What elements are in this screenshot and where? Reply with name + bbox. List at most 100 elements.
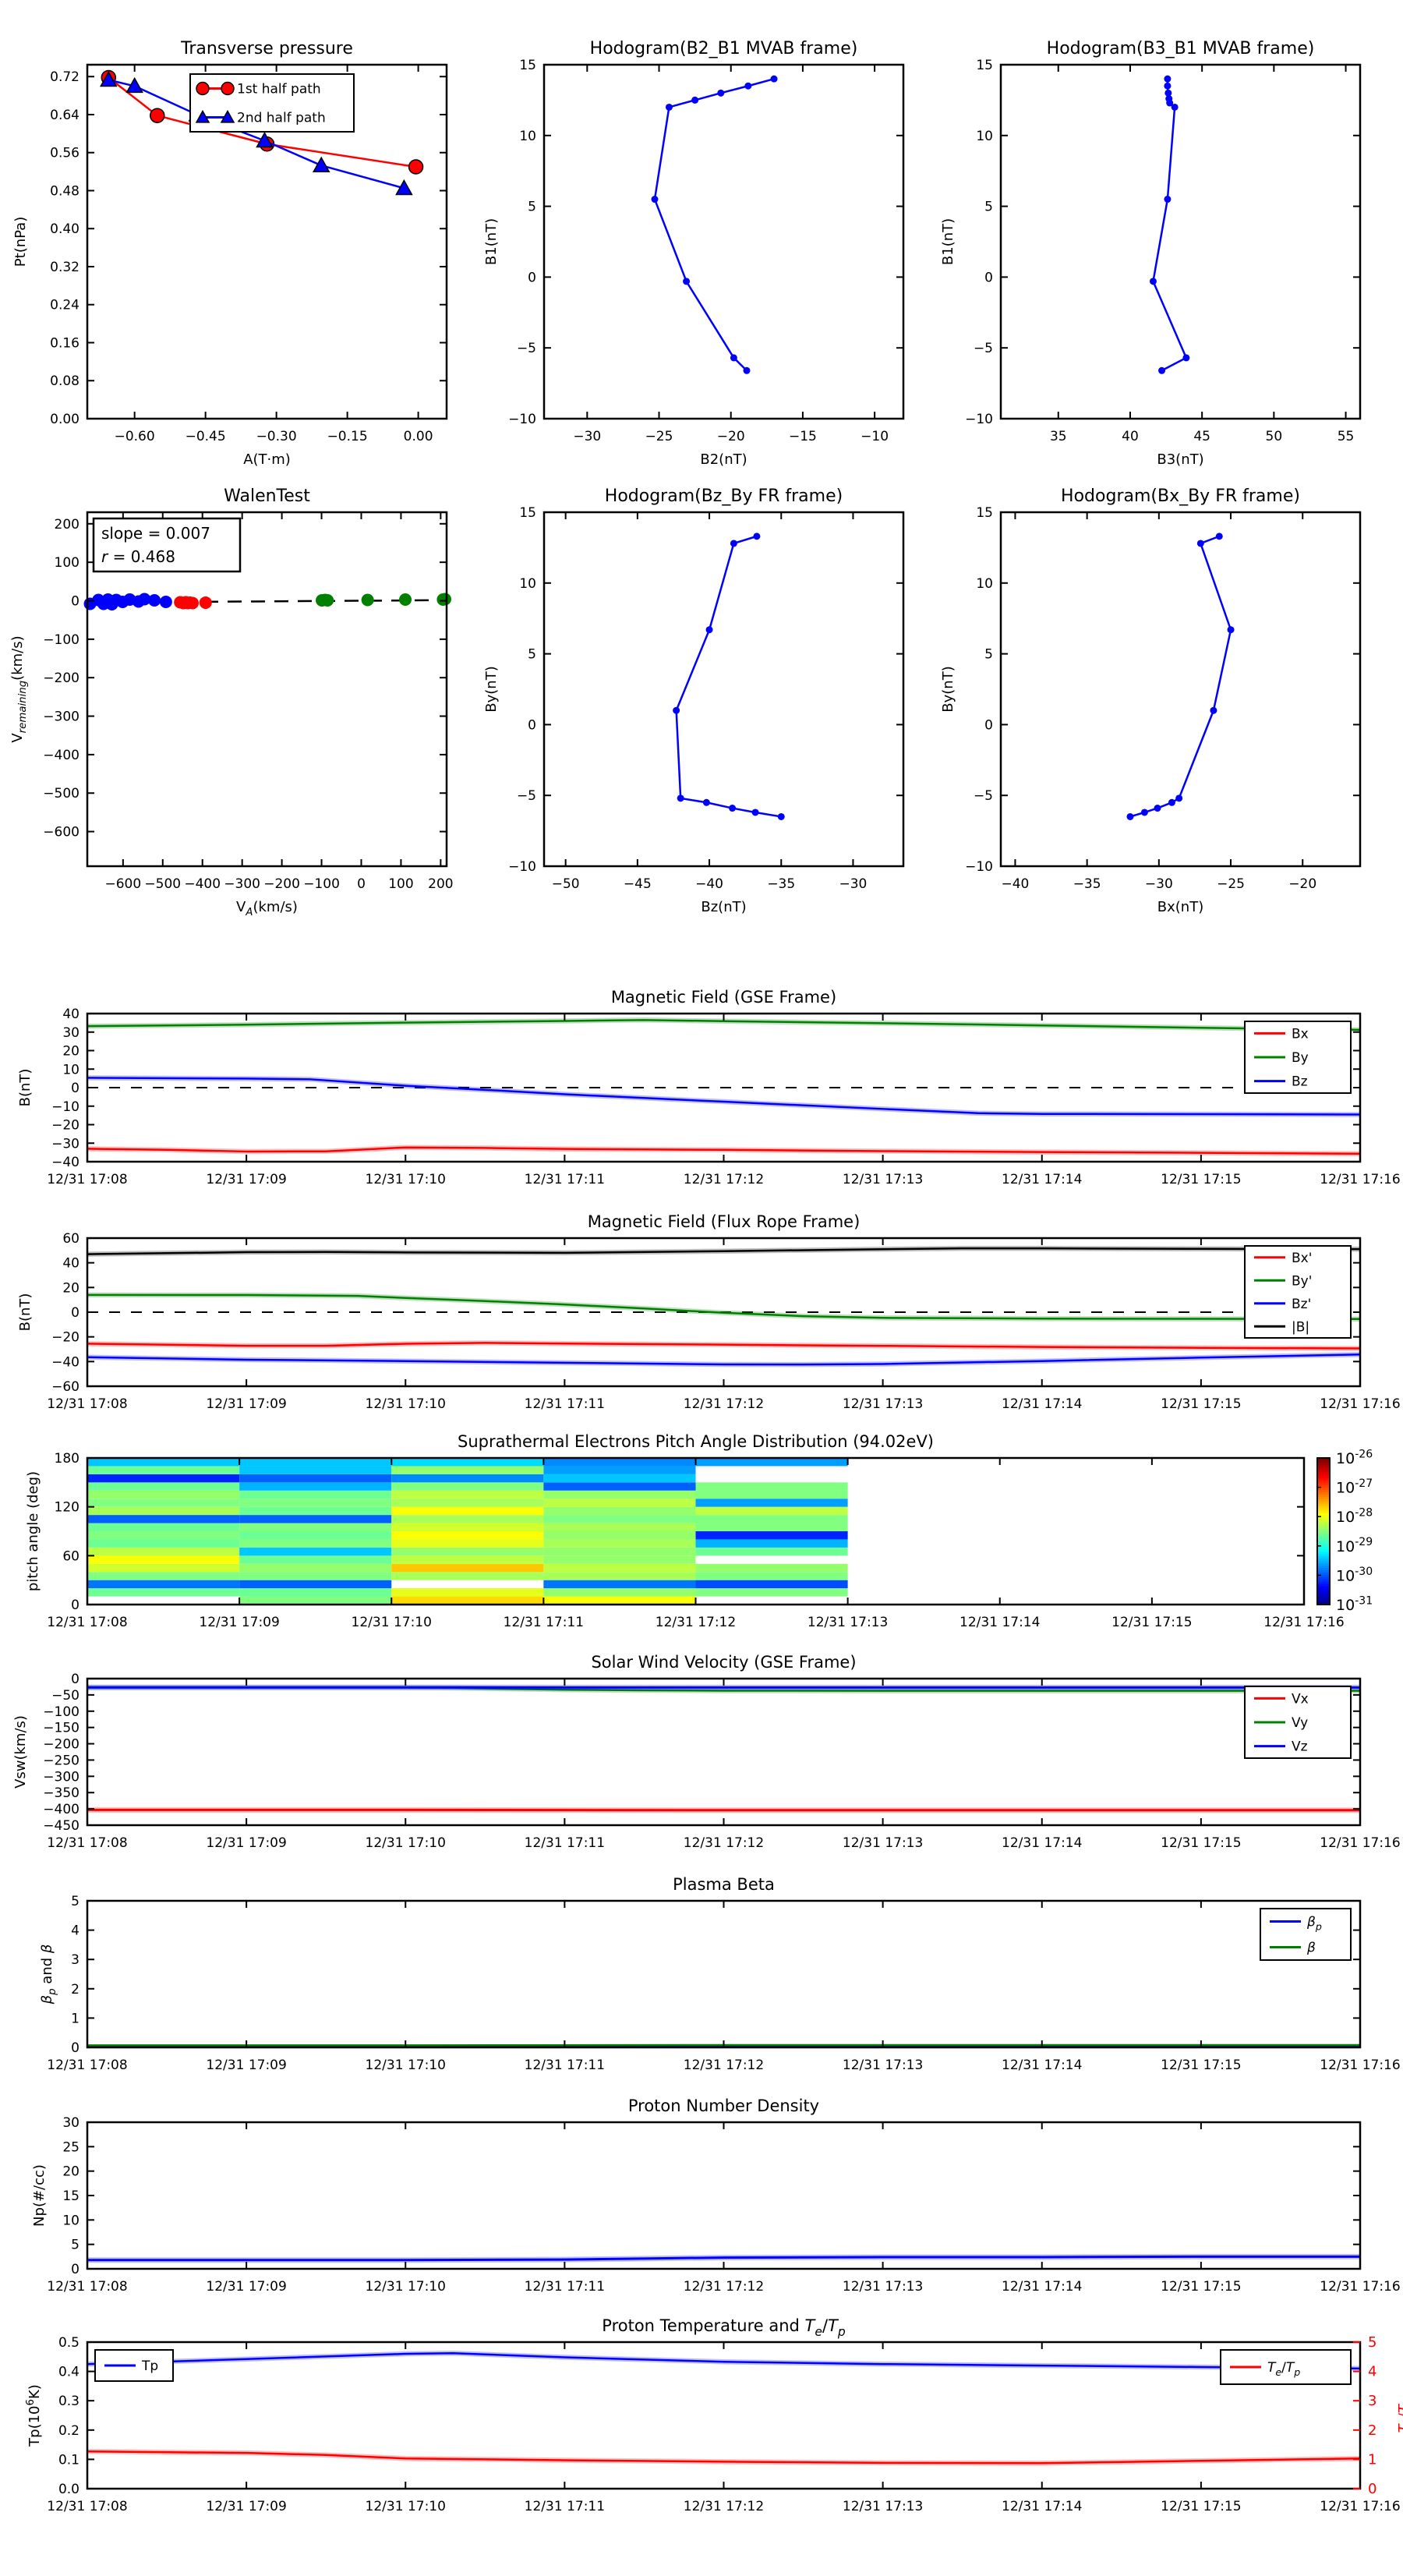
y-tick-label: 60 <box>62 1548 80 1564</box>
series-line-Bx_By <box>1130 536 1231 817</box>
x-tick-label: 12/31 17:09 <box>206 2499 286 2514</box>
y-tick-label: 0.3 <box>58 2394 80 2409</box>
y-tick-label: 0.5 <box>58 2335 80 2351</box>
heatmap-cell <box>543 1523 695 1531</box>
y-tick-label: 5 <box>71 2238 80 2253</box>
x-tick-label: 12/31 17:10 <box>366 2058 446 2073</box>
data-point-marker <box>196 83 209 95</box>
heatmap-cell <box>391 1515 543 1523</box>
y-tick-label: 0.2 <box>58 2423 80 2439</box>
heatmap-cell <box>391 1507 543 1515</box>
legend: βpβ <box>1260 1909 1351 1960</box>
x-tick-label: 200 <box>428 876 453 892</box>
x-tick-label: −30 <box>573 429 601 444</box>
plot-hodogram-bz-by: −50−45−40−35−30−10−5051015Hodogram(Bz_By… <box>483 487 903 915</box>
x-tick-label: −20 <box>717 429 745 444</box>
y-tick-label: 2 <box>71 1982 80 1997</box>
x-tick-label: 0 <box>357 876 366 892</box>
plot-title: WalenTest <box>224 487 310 506</box>
axes-frame <box>1001 512 1360 866</box>
series-halo-By' <box>87 1295 1360 1319</box>
y-tick-label: 20 <box>62 2164 80 2180</box>
heatmap-cell <box>239 1507 391 1515</box>
y-tick-label: 10 <box>62 2213 80 2228</box>
y-tick-label: −5 <box>517 341 536 356</box>
data-point-marker <box>148 594 161 607</box>
x-tick-label: 12/31 17:13 <box>843 2279 923 2295</box>
legend-item-label: Vz <box>1292 1739 1308 1755</box>
heatmap-cell <box>696 1491 848 1499</box>
y-tick-label: 0.72 <box>50 69 80 85</box>
x-tick-label: 12/31 17:16 <box>1320 1396 1400 1412</box>
data-point-marker <box>1216 533 1223 540</box>
heatmap-cell <box>239 1580 391 1588</box>
heatmap-cell <box>239 1499 391 1506</box>
heatmap-cell <box>543 1482 695 1490</box>
data-point-marker <box>703 799 710 806</box>
data-point-marker <box>321 594 334 607</box>
heatmap-cell <box>239 1588 391 1596</box>
x-axis-label: VA(km/s) <box>236 899 298 918</box>
x-tick-label: 12/31 17:10 <box>366 1172 446 1187</box>
y-tick-label: −10 <box>508 859 536 875</box>
heatmap-cell <box>543 1515 695 1523</box>
data-point-marker <box>1158 367 1165 374</box>
x-tick-label: −50 <box>552 876 580 892</box>
x-tick-label: −40 <box>1001 876 1029 892</box>
legend-item-label: β <box>1306 1941 1316 1956</box>
legend-item-label: By <box>1292 1050 1309 1066</box>
x-tick-label: 55 <box>1338 429 1355 444</box>
x-tick-label: 40 <box>1122 429 1139 444</box>
plot-title: Solar Wind Velocity (GSE Frame) <box>591 1653 856 1672</box>
colorbar-tick-label: 10-30 <box>1336 1566 1373 1585</box>
data-point-marker <box>1182 354 1189 361</box>
x-tick-label: 50 <box>1266 429 1283 444</box>
y-tick-label: 0.48 <box>50 183 80 199</box>
heatmap-cell <box>391 1474 543 1482</box>
heatmap-cell <box>87 1474 239 1482</box>
x-tick-label: 12/31 17:15 <box>1161 1835 1241 1851</box>
x-tick-label: 12/31 17:10 <box>366 2279 446 2295</box>
y-tick-label: 0.1 <box>58 2452 80 2468</box>
x-tick-label: 12/31 17:12 <box>684 1172 764 1187</box>
right-y-tick-label: 4 <box>1368 2364 1376 2380</box>
y-tick-label: 0.08 <box>50 373 80 389</box>
heatmap-cell <box>239 1474 391 1482</box>
y-tick-label: 60 <box>62 1231 80 1247</box>
data-point-marker <box>1228 626 1235 633</box>
data-point-marker <box>730 540 737 547</box>
x-tick-label: 12/31 17:14 <box>1002 2279 1082 2295</box>
y-tick-label: 0 <box>71 1081 80 1096</box>
y-tick-label: −10 <box>965 412 993 427</box>
data-point-marker <box>160 596 172 608</box>
legend-item-label: Bx <box>1292 1026 1309 1042</box>
heatmap-cell <box>239 1572 391 1580</box>
heatmap-cell <box>391 1499 543 1506</box>
x-tick-label: 12/31 17:09 <box>206 1396 286 1412</box>
heatmap-cell <box>391 1539 543 1547</box>
y-tick-label: 30 <box>62 1025 80 1041</box>
series-line-Bz <box>87 1077 1360 1114</box>
x-axis-label: A(T·m) <box>243 451 291 468</box>
y-tick-label: −10 <box>965 859 993 875</box>
heatmap-cell <box>87 1548 239 1555</box>
y-tick-label: −250 <box>43 1753 80 1768</box>
data-point-marker <box>744 367 751 374</box>
x-tick-label: −500 <box>144 876 181 892</box>
heatmap-cell <box>87 1458 239 1466</box>
heatmap-cell <box>391 1564 543 1572</box>
y-tick-label: 40 <box>62 1007 80 1022</box>
x-axis-label: Bx(nT) <box>1157 899 1203 915</box>
plot-title: Hodogram(B2_B1 MVAB frame) <box>590 39 858 58</box>
heatmap-cell <box>391 1531 543 1539</box>
y-tick-label: −200 <box>43 671 80 686</box>
heatmap-cell <box>239 1555 391 1563</box>
y-tick-label: 5 <box>984 647 993 663</box>
heatmap-cell <box>391 1491 543 1499</box>
heatmap-cell <box>87 1466 239 1474</box>
heatmap-cell <box>696 1580 848 1588</box>
y-tick-label: 0.0 <box>58 2482 80 2497</box>
